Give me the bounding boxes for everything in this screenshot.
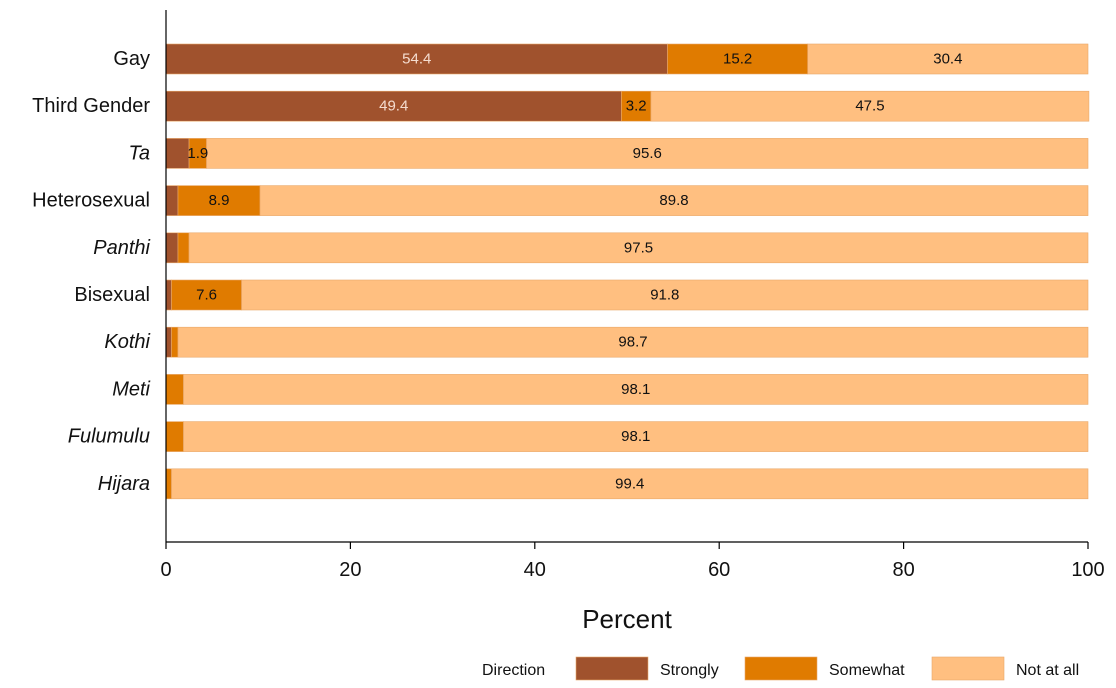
x-tick-label-20: 20	[339, 559, 361, 581]
data-label-ta-somewhat: 1.9	[187, 145, 208, 162]
legend-label-not-at-all: Not at all	[1016, 662, 1079, 679]
bar-segment-ta-strongly	[165, 138, 190, 169]
bar-segment-bisexual-not-at-all	[241, 279, 1089, 311]
x-tick-label-60: 60	[708, 559, 730, 581]
data-label-third-gender-not-at-all: 47.5	[855, 98, 884, 115]
legend-swatch-somewhat	[744, 656, 818, 681]
bar-segment-heterosexual-strongly	[165, 185, 179, 216]
data-label-third-gender-strongly: 49.4	[379, 98, 408, 115]
data-label-gay-somewhat: 15.2	[723, 51, 752, 68]
bar-segment-gay-strongly	[165, 43, 668, 75]
bar-segment-kothi-strongly	[165, 326, 172, 358]
x-tick-label-40: 40	[524, 559, 546, 581]
bar-segment-panthi-somewhat	[177, 232, 190, 264]
legend-label-somewhat: Somewhat	[829, 662, 905, 679]
bar-segment-heterosexual-not-at-all	[259, 185, 1089, 216]
x-axis: 0 20 40 60 80 100	[160, 541, 1105, 581]
category-label-panthi: Panthi	[93, 237, 150, 259]
category-label-heterosexual: Heterosexual	[32, 190, 150, 212]
data-label-gay-not-at-all: 30.4	[933, 51, 962, 68]
bar-segment-ta-not-at-all	[206, 138, 1089, 169]
data-label-meti-not-at-all: 98.1	[621, 381, 650, 398]
bar-segment-hijara-not-at-all	[171, 468, 1089, 500]
bar-segment-fulumulu-somewhat	[165, 421, 184, 452]
data-label-panthi-not-at-all: 97.5	[624, 239, 653, 256]
data-label-bisexual-not-at-all: 91.8	[650, 287, 679, 304]
bar-segment-bisexual-somewhat	[171, 279, 242, 311]
bar-segment-panthi-not-at-all	[188, 232, 1089, 264]
data-label-fulumulu-not-at-all: 98.1	[621, 428, 650, 445]
bar-segment-gay-somewhat	[667, 43, 809, 75]
legend: Direction Strongly Somewhat Not at all	[482, 656, 1079, 681]
bar-segment-kothi-not-at-all	[177, 326, 1089, 358]
x-tick-label-0: 0	[160, 559, 171, 581]
bar-segment-kothi-somewhat	[171, 326, 179, 358]
category-label-third-gender: Third Gender	[32, 95, 150, 117]
bar-segment-panthi-strongly	[165, 232, 179, 264]
legend-title: Direction	[482, 662, 545, 679]
bar-segment-gay-not-at-all	[807, 43, 1089, 75]
category-label-meti: Meti	[112, 378, 150, 400]
legend-swatch-strongly	[575, 656, 649, 681]
legend-label-strongly: Strongly	[660, 662, 719, 679]
bar-segment-third-gender-strongly	[165, 90, 622, 122]
category-label-ta: Ta	[128, 142, 150, 164]
bar-segment-meti-somewhat	[165, 374, 184, 405]
bars-layer	[165, 43, 1090, 500]
category-labels-layer: Gay Third Gender Ta Heterosexual Panthi Bisex…	[32, 48, 150, 495]
bar-segment-bisexual-strongly	[165, 279, 172, 311]
x-tick-label-80: 80	[892, 559, 914, 581]
x-tick-label-100: 100	[1071, 559, 1104, 581]
data-label-bisexual-somewhat: 7.6	[196, 287, 217, 304]
bar-segment-heterosexual-somewhat	[177, 185, 261, 216]
bar-segment-meti-not-at-all	[183, 374, 1089, 405]
category-label-bisexual: Bisexual	[74, 284, 150, 306]
legend-swatch-not-at-all	[931, 656, 1005, 681]
bar-segment-hijara-somewhat	[165, 468, 172, 500]
category-label-fulumulu: Fulumulu	[68, 426, 150, 448]
bar-segment-third-gender-not-at-all	[650, 90, 1090, 122]
category-label-hijara: Hijara	[98, 473, 150, 495]
data-label-ta-not-at-all: 95.6	[633, 145, 662, 162]
data-label-gay-strongly: 54.4	[402, 51, 431, 68]
data-label-kothi-not-at-all: 98.7	[618, 334, 647, 351]
data-label-hijara-not-at-all: 99.4	[615, 475, 644, 492]
category-label-gay: Gay	[113, 48, 150, 70]
bar-segment-fulumulu-not-at-all	[183, 421, 1089, 452]
data-label-heterosexual-somewhat: 8.9	[209, 192, 230, 209]
bar-segment-third-gender-somewhat	[621, 90, 652, 122]
x-axis-title: Percent	[582, 604, 672, 634]
category-label-kothi: Kothi	[104, 331, 150, 353]
segment-labels-layer: 54.4 15.2 30.4 49.4 3.2 47.5 1.9 95.6 8.9 89.8 97.…	[187, 51, 962, 493]
data-label-third-gender-somewhat: 3.2	[626, 98, 647, 115]
data-label-heterosexual-not-at-all: 89.8	[659, 192, 688, 209]
